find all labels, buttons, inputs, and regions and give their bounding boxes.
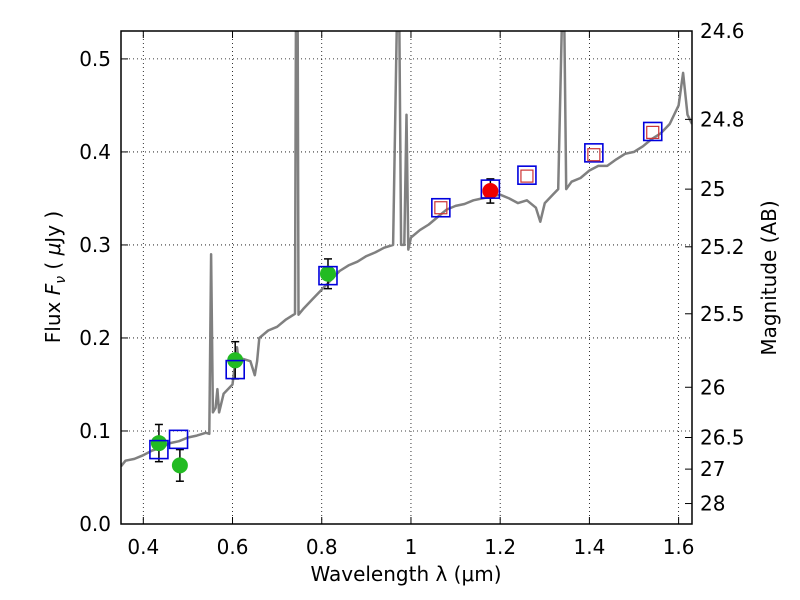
x-axis-label: Wavelength λ (μm) [310, 562, 501, 586]
spectrum-line [121, 31, 692, 468]
right-tick-label: 25.5 [700, 302, 745, 326]
right-tick-label: 25 [700, 177, 725, 201]
model-square-marker [168, 429, 189, 450]
right-tick-label: 26.5 [700, 425, 745, 449]
model-square-marker [225, 359, 245, 380]
y-axis-label: Flux Fν ( μJy ) [41, 211, 69, 343]
axis-ticks: 0.4 0.6 0.8 1 1.2 1.4 1.6 0.0 0.1 0.2 0.3 0.4 0.5 24.… [79, 19, 744, 559]
model-square-marker [584, 143, 604, 163]
green-data-point [319, 265, 336, 282]
plot-frame [120, 30, 693, 525]
model-square-marker [431, 197, 451, 218]
right-axis-label: Magnitude (AB) [757, 200, 781, 355]
x-tick-label: 1 [405, 535, 418, 559]
y-tick-label: 0.1 [79, 419, 111, 443]
x-tick-label: 0.8 [306, 535, 338, 559]
spectrum-layer [121, 31, 692, 468]
model-square-marker [480, 179, 501, 199]
right-tick-label: 27 [700, 457, 725, 481]
model-square-marker [318, 265, 338, 286]
model-square-marker [517, 165, 537, 185]
y-tick-label: 0.4 [79, 140, 111, 164]
x-tick-label: 0.4 [127, 535, 159, 559]
model-inner-square-marker [646, 125, 660, 139]
model-square-marker [642, 121, 663, 142]
y-tick-label: 0.5 [79, 47, 111, 71]
red-data-point [482, 182, 499, 199]
green-data-point [171, 457, 188, 474]
x-tick-label: 1.6 [663, 535, 695, 559]
x-tick-label: 1.4 [573, 535, 605, 559]
plot-background [121, 31, 692, 524]
right-tick-label: 25.2 [700, 235, 745, 259]
right-tick-label: 24.8 [700, 107, 745, 131]
model-square-marker [149, 439, 169, 460]
right-tick-label: 24.6 [700, 19, 745, 43]
right-tick-label: 26 [700, 375, 725, 399]
green-data-point [150, 435, 167, 452]
right-tick-label: 28 [700, 492, 725, 516]
model-inner-square-marker [434, 201, 448, 215]
y-tick-label: 0.3 [79, 233, 111, 257]
model-inner-square-marker [587, 148, 601, 162]
marker-layer [149, 121, 663, 482]
x-tick-label: 0.6 [217, 535, 249, 559]
x-tick-label: 1.2 [484, 535, 516, 559]
model-inner-square-marker [520, 169, 534, 183]
y-tick-label: 0.0 [79, 512, 111, 536]
y-tick-label: 0.2 [79, 326, 111, 350]
